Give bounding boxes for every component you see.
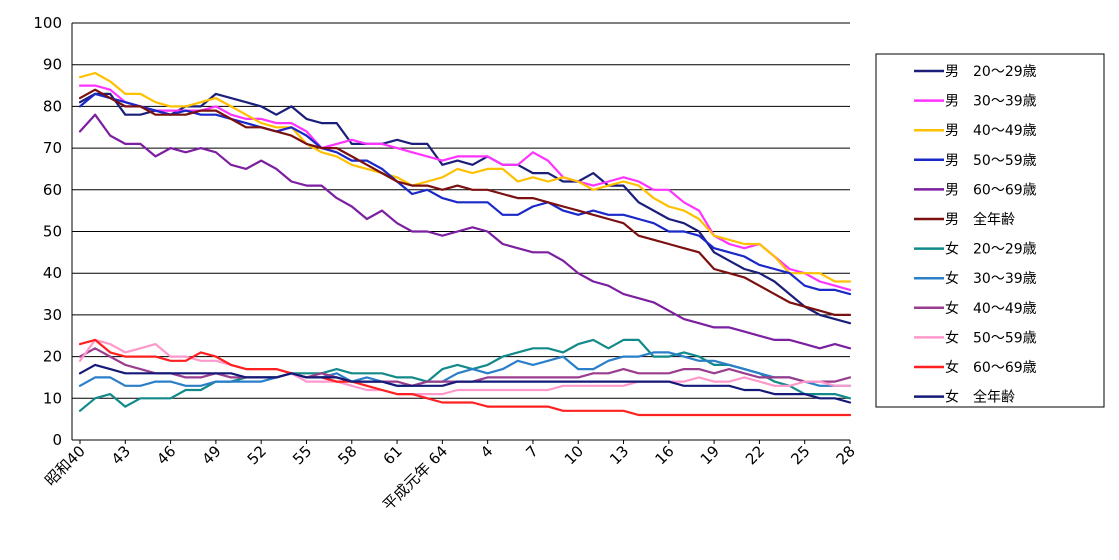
legend-label: 女 40～49歳 xyxy=(945,300,1037,317)
x-tick-label: 25 xyxy=(787,442,813,468)
x-tick-label: 昭和40 xyxy=(41,442,88,489)
legend-label: 男 60～69歳 xyxy=(945,182,1037,198)
x-tick-label: 58 xyxy=(334,442,360,468)
series-line-4 xyxy=(78,92,852,296)
x-tick-label: 43 xyxy=(108,442,134,468)
x-tick-label: 4 xyxy=(477,442,496,461)
legend-label: 男 30～39歳 xyxy=(945,94,1037,110)
y-axis-ticks: 0 10 20 30 40 50 60 70 80 90 100 xyxy=(33,14,62,449)
y-tick-label: 80 xyxy=(43,97,62,115)
y-tick-label: 60 xyxy=(43,181,62,199)
series-line-6 xyxy=(78,88,852,316)
series-line-5 xyxy=(78,113,852,350)
series-line-8 xyxy=(78,351,852,387)
x-tick-label: 61 xyxy=(380,442,406,468)
x-tick-label: 55 xyxy=(289,442,315,468)
series-line-3 xyxy=(78,71,852,283)
x-tick-label: 52 xyxy=(244,442,270,468)
legend-label: 男 40～49歳 xyxy=(945,123,1037,139)
series-line-2 xyxy=(78,84,852,291)
legend-label: 女 全年齢 xyxy=(945,389,1015,406)
y-tick-label: 100 xyxy=(33,14,62,32)
x-tick-label: 10 xyxy=(561,442,587,468)
x-tick-label: 28 xyxy=(833,442,859,468)
series-line-7 xyxy=(78,338,852,412)
series-line-10 xyxy=(78,338,852,396)
x-tick-label: 16 xyxy=(651,442,677,468)
y-tick-label: 0 xyxy=(52,431,62,449)
legend-label: 女 20～29歳 xyxy=(945,241,1037,258)
x-tick-label: 22 xyxy=(742,442,768,468)
legend-label: 男 20～29歳 xyxy=(945,64,1037,80)
y-tick-label: 50 xyxy=(43,223,62,241)
series-line-11 xyxy=(78,338,852,417)
legend-label: 女 60～69歳 xyxy=(945,359,1037,376)
x-tick-label: 19 xyxy=(697,442,723,468)
series-line-12 xyxy=(78,363,852,404)
y-tick-label: 90 xyxy=(43,56,62,74)
x-tick-label: 49 xyxy=(198,442,224,468)
y-tick-label: 40 xyxy=(43,264,62,282)
legend-label: 女 30～39歳 xyxy=(945,270,1037,287)
y-tick-label: 30 xyxy=(43,306,62,324)
series-lines xyxy=(78,71,852,417)
y-tick-label: 20 xyxy=(43,348,62,366)
y-tick-label: 70 xyxy=(43,139,62,157)
legend-box xyxy=(875,53,1105,408)
x-tick-label: 7 xyxy=(522,442,541,461)
legend-label: 男 50～59歳 xyxy=(945,153,1037,169)
x-tick-label: 13 xyxy=(606,442,632,468)
x-tick-label: 46 xyxy=(153,442,179,468)
legend-label: 男 全年齢 xyxy=(945,211,1015,228)
legend-label: 女 50～59歳 xyxy=(945,329,1037,346)
y-tick-label: 10 xyxy=(43,389,62,407)
